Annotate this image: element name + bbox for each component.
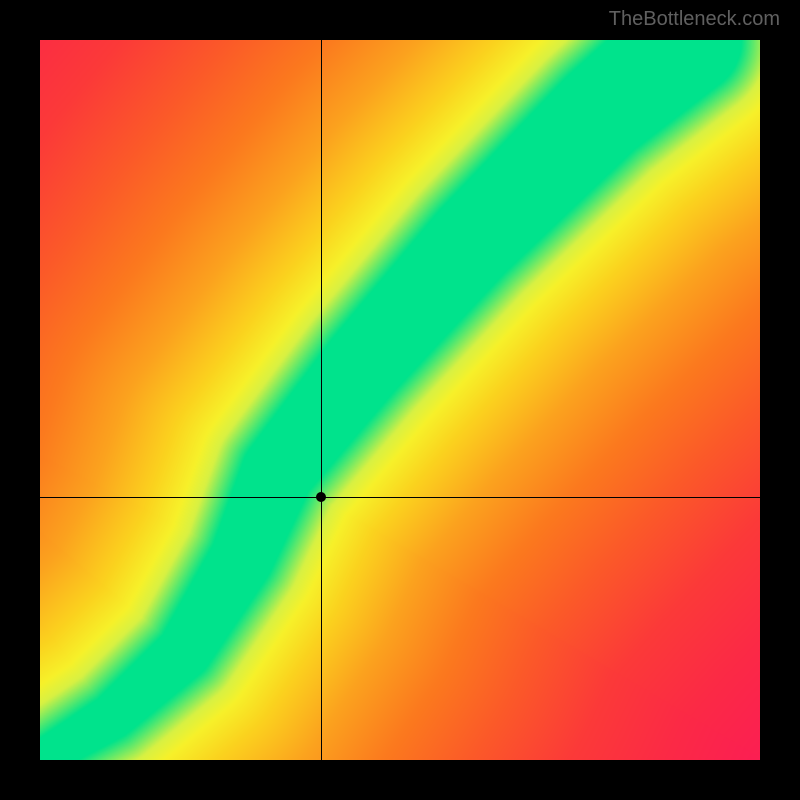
crosshair-vertical	[321, 40, 322, 760]
heatmap-canvas	[40, 40, 760, 760]
crosshair-horizontal	[40, 497, 760, 498]
watermark-text: TheBottleneck.com	[609, 8, 780, 31]
data-point-marker	[316, 492, 326, 502]
heatmap-plot	[40, 40, 760, 760]
